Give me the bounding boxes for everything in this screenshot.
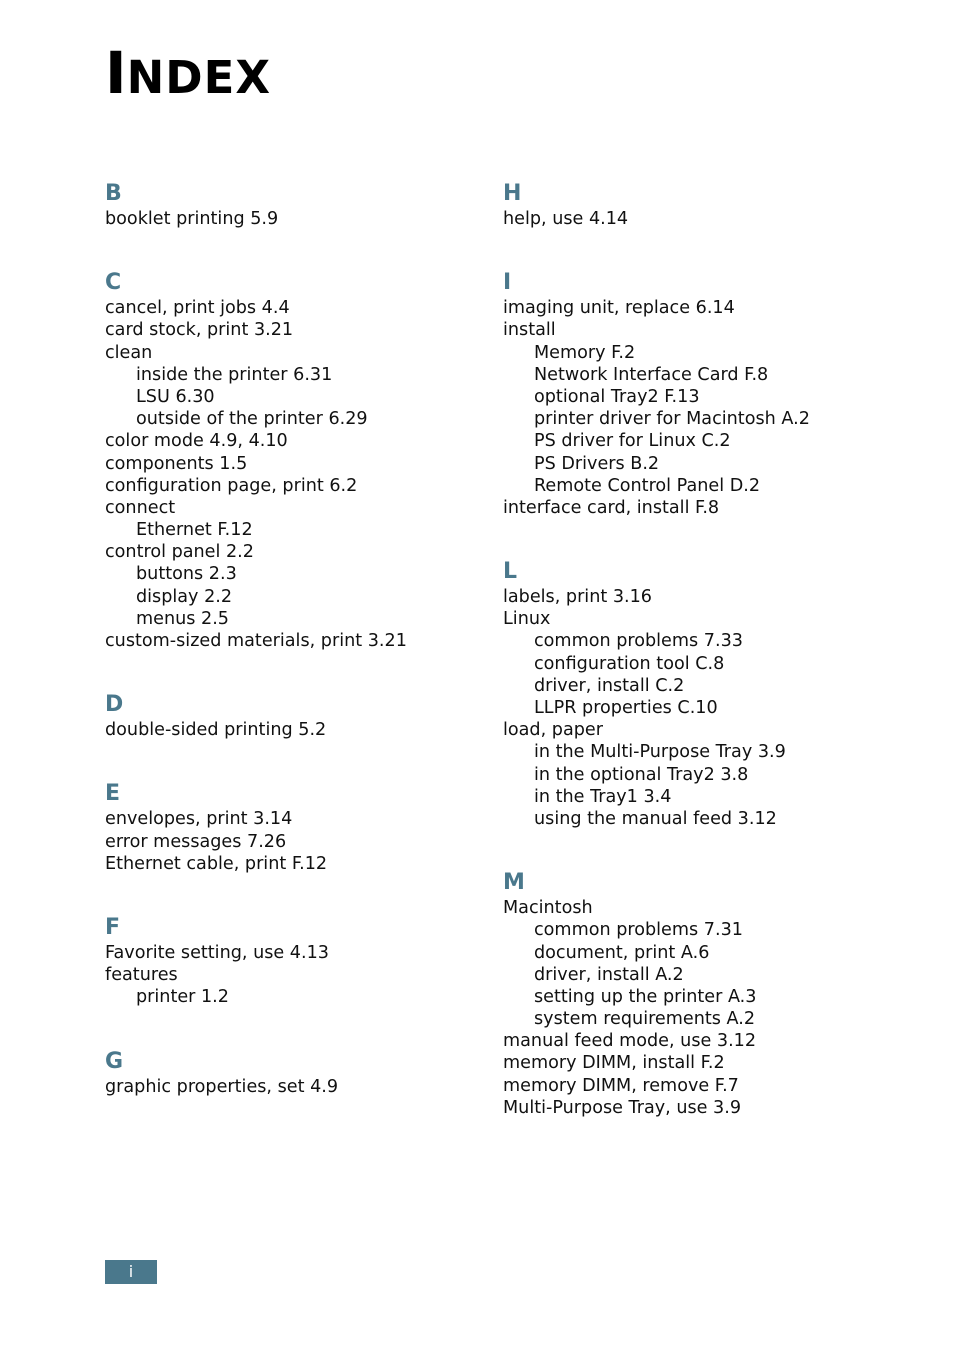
index-entry: load, paper	[503, 720, 603, 741]
index-subentry: display 2.2	[136, 586, 233, 607]
index-entry: Linux	[503, 609, 551, 630]
index-entry: color mode 4.9, 4.10	[105, 431, 288, 452]
index-subentry: driver, install C.2	[534, 675, 685, 696]
index-subentry: PS driver for Linux C.2	[534, 431, 731, 452]
page-number: i	[105, 1260, 157, 1284]
title-rest: NDEX	[126, 51, 272, 104]
index-subentry: Network Interface Card F.8	[534, 364, 769, 385]
index-subentry: in the optional Tray2 3.8	[534, 764, 749, 785]
index-entry: interface card, install F.8	[503, 497, 720, 518]
index-subentry: Ethernet F.12	[136, 520, 253, 541]
index-subentry: in the Multi-Purpose Tray 3.9	[534, 742, 786, 763]
index-entry: memory DIMM, remove F.7	[503, 1075, 739, 1096]
index-entry: cancel, print jobs 4.4	[105, 298, 290, 319]
index-subentry: optional Tray2 F.13	[534, 386, 700, 407]
index-entry: manual feed mode, use 3.12	[503, 1031, 757, 1052]
index-subentry: Remote Control Panel D.2	[534, 475, 761, 496]
index-entry: error messages 7.26	[105, 831, 287, 852]
index-subentry: printer 1.2	[136, 987, 229, 1008]
index-entry: Ethernet cable, print F.12	[105, 853, 328, 874]
index-subentry: Memory F.2	[534, 342, 636, 363]
index-entry: custom-sized materials, print 3.21	[105, 631, 407, 651]
section-letter: H	[503, 181, 522, 206]
section-letter: I	[503, 270, 512, 296]
title-initial: I	[105, 39, 127, 107]
section-letter: M	[503, 870, 525, 896]
index-entry: control panel 2.2	[105, 542, 254, 563]
index-entry: configuration page, print 6.2	[105, 475, 358, 496]
index-subentry: menus 2.5	[136, 608, 230, 629]
index-entry: help, use 4.14	[503, 209, 629, 229]
index-subentry: in the Tray1 3.4	[534, 786, 672, 807]
index-entry: double-sided printing 5.2	[105, 720, 327, 741]
index-entry: labels, print 3.16	[503, 587, 653, 608]
index-entry: graphic properties, set 4.9	[105, 1076, 339, 1097]
index-entry: connect	[105, 497, 176, 518]
index-entry: features	[105, 965, 178, 986]
index-subentry: using the manual feed 3.12	[534, 808, 777, 829]
index-entry: Macintosh	[503, 898, 593, 919]
index-subentry: LSU 6.30	[136, 386, 215, 407]
index-entry: memory DIMM, install F.2	[503, 1053, 725, 1074]
index-entry: clean	[105, 342, 153, 363]
section-letter: G	[105, 1048, 124, 1074]
index-section-f: F Favorite setting, use 4.13 features print…	[105, 914, 525, 1009]
index-entry: card stock, print 3.21	[105, 320, 294, 341]
index-entry: Multi-Purpose Tray, use 3.9	[503, 1097, 742, 1118]
index-subentry: inside the printer 6.31	[136, 364, 333, 385]
index-subentry: buttons 2.3	[136, 564, 237, 585]
index-subentry: PS Drivers B.2	[534, 453, 660, 474]
index-entry: envelopes, print 3.14	[105, 809, 293, 830]
section-letter: D	[105, 692, 124, 718]
index-subentry: system requirements A.2	[534, 1009, 756, 1030]
index-subentry: common problems 7.31	[534, 920, 743, 941]
section-letter: F	[105, 914, 121, 940]
section-letter: L	[503, 559, 518, 585]
index-subentry: setting up the printer A.3	[534, 986, 757, 1007]
index-subentry: LLPR properties C.10	[534, 698, 718, 718]
index-subentry: document, print A.6	[534, 942, 710, 963]
index-subentry: common problems 7.33	[534, 631, 743, 652]
section-letter: B	[105, 181, 122, 206]
index-entry: booklet printing 5.9	[105, 209, 279, 229]
index-entry: imaging unit, replace 6.14	[503, 298, 735, 319]
index-entry: install	[503, 320, 556, 341]
section-letter: E	[105, 781, 121, 807]
index-subentry: configuration tool C.8	[534, 653, 725, 674]
index-subentry: driver, install A.2	[534, 964, 684, 985]
index-section-m: M Macintosh common problems 7.31 document, …	[503, 869, 923, 1119]
page-title: INDEX	[105, 44, 271, 102]
index-entry: components 1.5	[105, 453, 248, 474]
index-entry: Favorite setting, use 4.13	[105, 942, 329, 963]
section-letter: C	[105, 270, 122, 296]
index-subentry: outside of the printer 6.29	[136, 409, 368, 430]
index-subentry: printer driver for Macintosh A.2	[534, 409, 810, 430]
